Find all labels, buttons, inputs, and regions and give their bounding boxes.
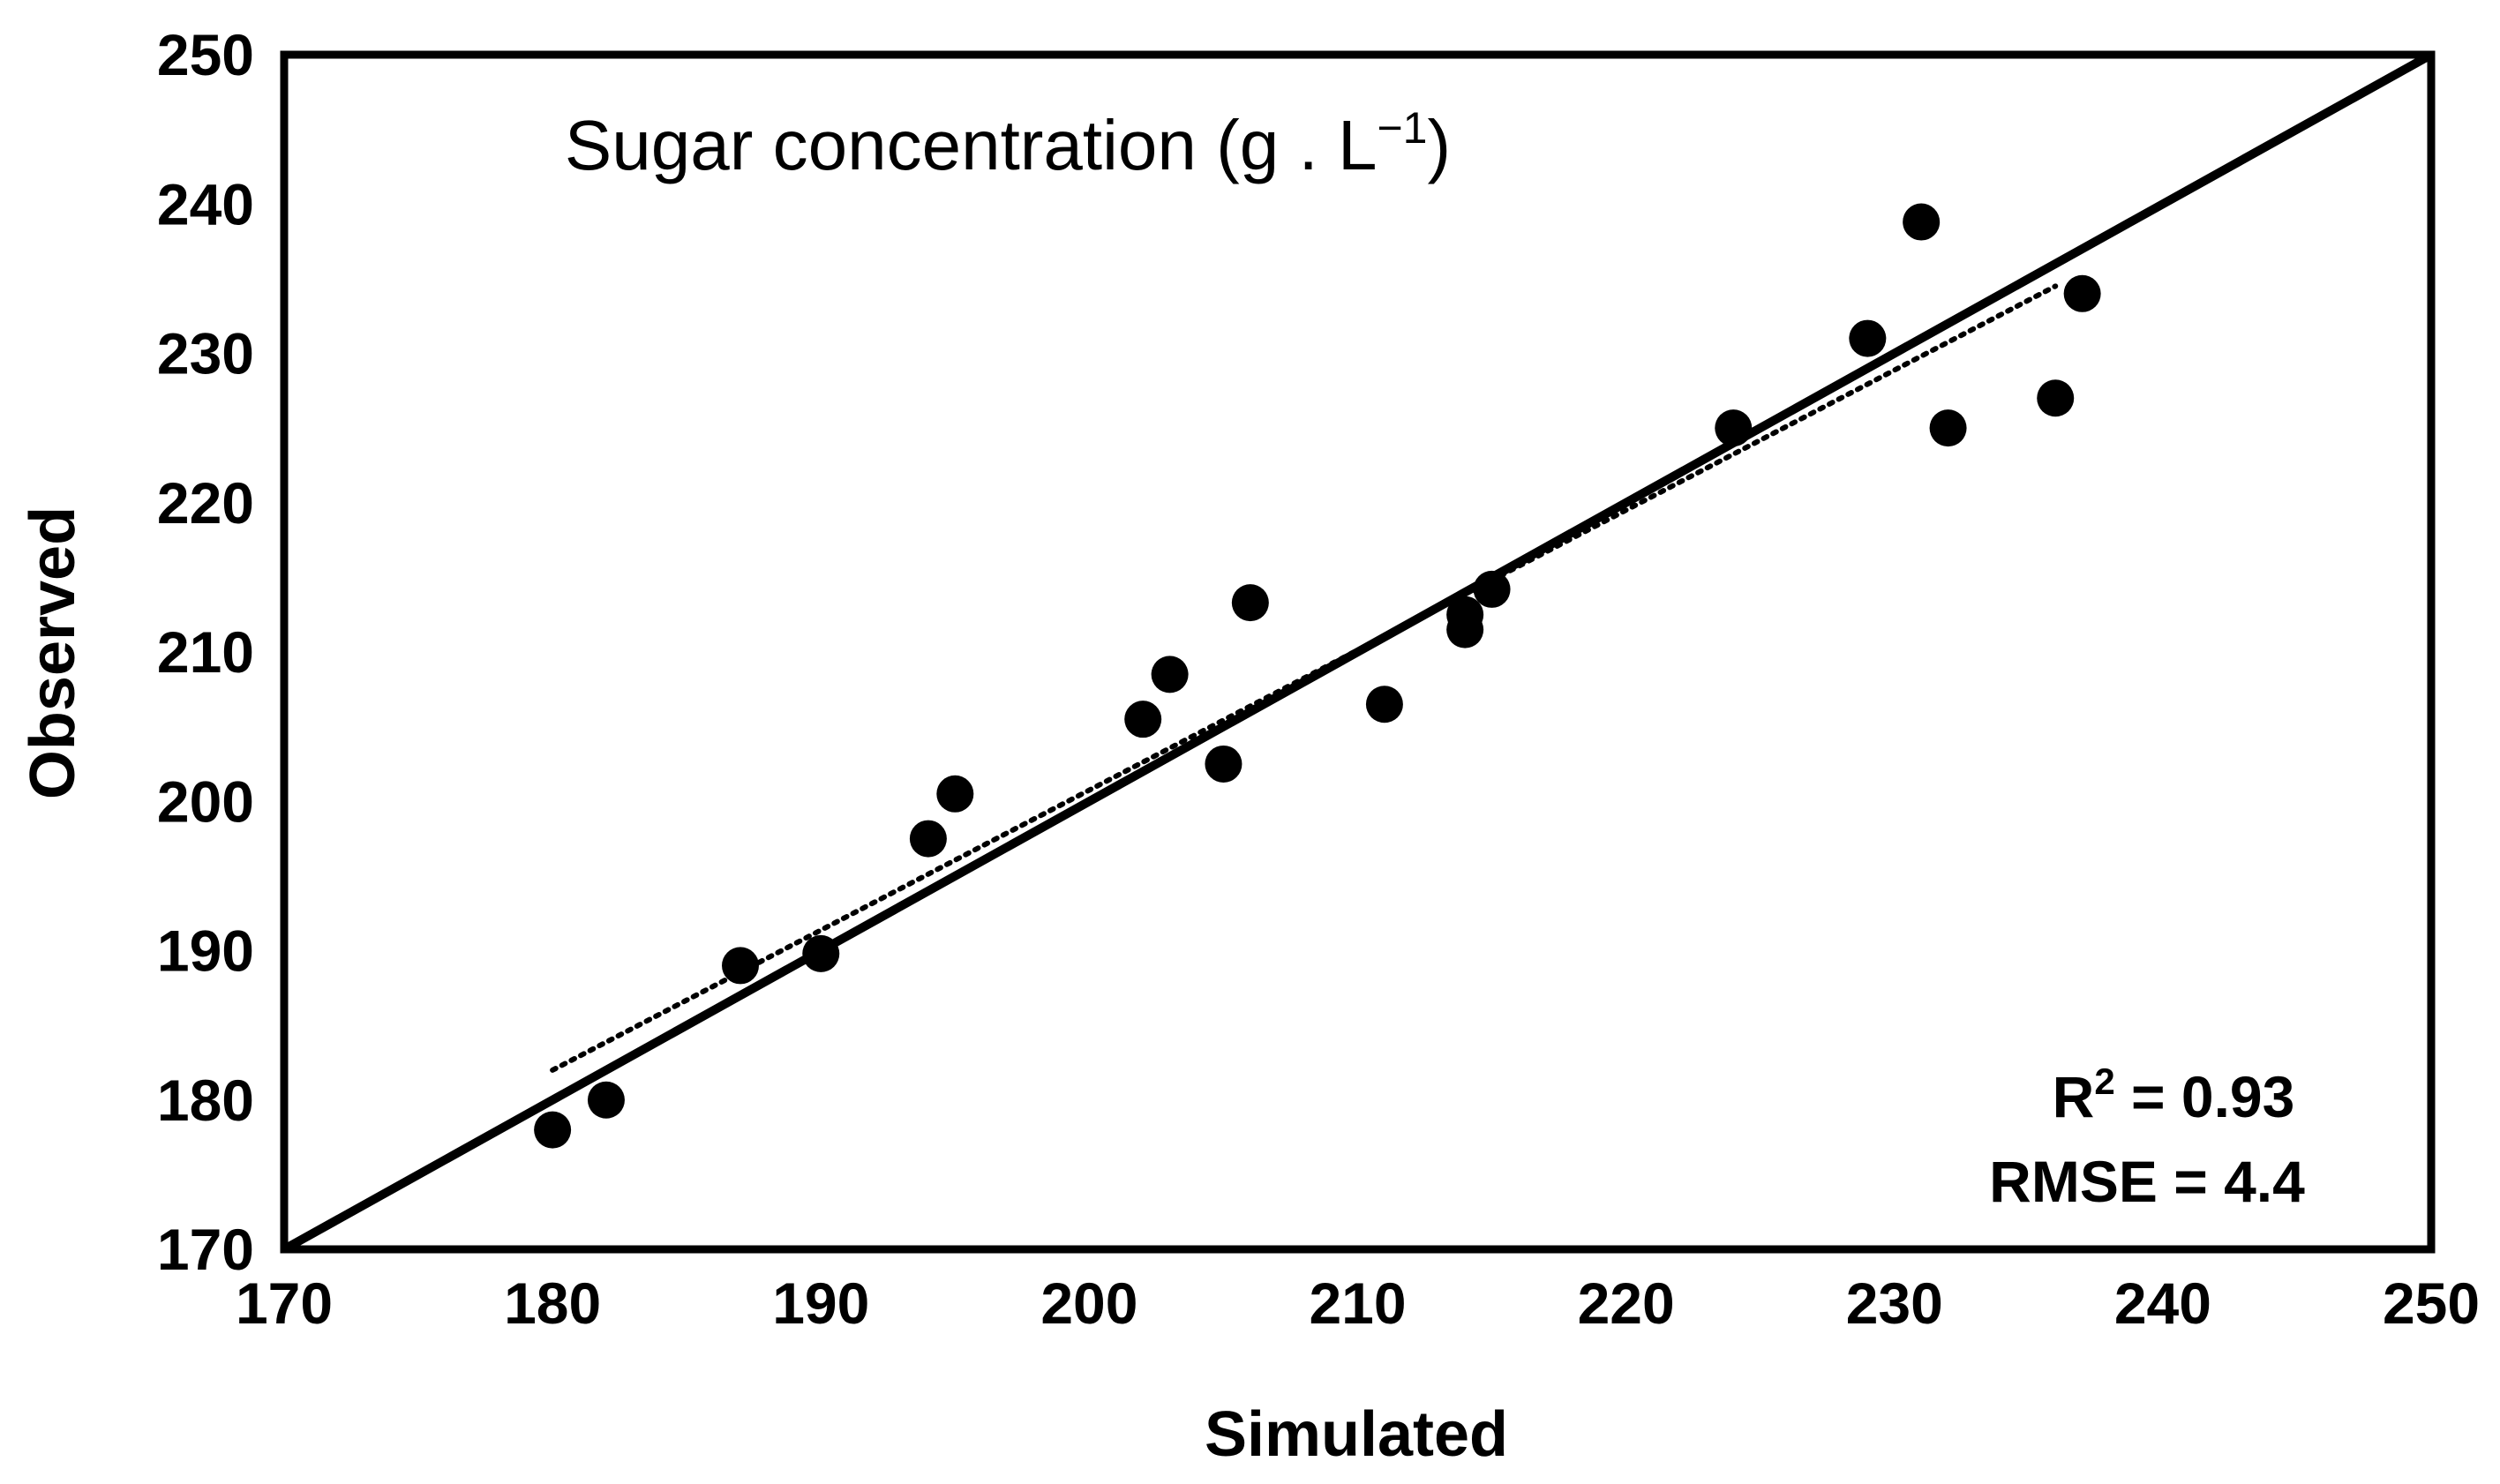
y-tick-label: 170 <box>157 1217 254 1282</box>
scatter-point <box>2063 274 2101 312</box>
chart-title-superscript: −1 <box>1377 103 1427 153</box>
r-squared-value: = 0.93 <box>2115 1064 2295 1129</box>
y-tick-label: 230 <box>157 321 254 386</box>
x-tick-label: 210 <box>1309 1270 1406 1336</box>
x-tick-label: 180 <box>504 1270 601 1336</box>
y-axis-title: Observed <box>18 506 88 799</box>
data-points <box>534 203 2101 1149</box>
scatter-point <box>722 947 760 985</box>
y-tick-label: 210 <box>157 619 254 685</box>
scatter-point <box>1473 570 1511 608</box>
y-tick-label: 220 <box>157 470 254 536</box>
plot-frame <box>280 50 2436 1254</box>
scatter-point <box>1151 656 1189 693</box>
r-squared-superscript: 2 <box>2094 1061 2114 1102</box>
scatter-point <box>1903 203 1941 241</box>
x-tick-label: 190 <box>772 1270 869 1336</box>
chart-title: Sugar concentration (g . L−1) <box>565 103 1451 184</box>
scatter-point <box>1715 409 1753 447</box>
scatter-point <box>1365 686 1403 723</box>
scatter-point <box>1446 596 1484 633</box>
regression-trend-line <box>550 283 2059 1073</box>
r-squared-prefix: R <box>2053 1064 2095 1129</box>
x-tick-label: 250 <box>2383 1270 2480 1336</box>
chart-title-close: ) <box>1427 106 1451 184</box>
rmse-annotation: RMSE = 4.4 <box>1989 1149 2305 1214</box>
x-tick-label: 220 <box>1578 1270 1675 1336</box>
scatter-point <box>1231 584 1269 622</box>
y-tick-label: 240 <box>157 171 254 236</box>
scatter-point <box>1205 745 1242 783</box>
y-tick-label: 190 <box>157 918 254 984</box>
scatter-point <box>534 1111 572 1149</box>
x-tick-label: 230 <box>1846 1270 1943 1336</box>
y-tick-label: 250 <box>157 22 254 87</box>
y-tick-label: 200 <box>157 768 254 834</box>
x-axis-ticks: 170 180 190 200 210 220 230 240 250 <box>236 1270 2480 1336</box>
one-to-one-line <box>282 50 2434 1254</box>
scatter-point <box>1929 409 1967 447</box>
x-tick-label: 240 <box>2114 1270 2211 1336</box>
scatter-point <box>2037 379 2075 417</box>
scatter-point <box>909 820 947 858</box>
scatter-point <box>936 775 974 813</box>
scatter-point <box>1849 319 1887 357</box>
x-tick-label: 170 <box>236 1270 333 1336</box>
y-tick-label: 180 <box>157 1068 254 1133</box>
x-axis-title: Simulated <box>1205 1399 1508 1470</box>
r-squared-annotation: R2 = 0.93 <box>2053 1061 2295 1129</box>
chart-title-main: Sugar concentration (g . L <box>565 106 1378 184</box>
y-axis-ticks: 170 180 190 200 210 220 230 240 250 <box>157 22 254 1282</box>
scatter-point <box>802 934 840 972</box>
scatter-point <box>587 1081 625 1119</box>
x-tick-label: 200 <box>1040 1270 1137 1336</box>
scatter-point <box>1124 701 1162 738</box>
